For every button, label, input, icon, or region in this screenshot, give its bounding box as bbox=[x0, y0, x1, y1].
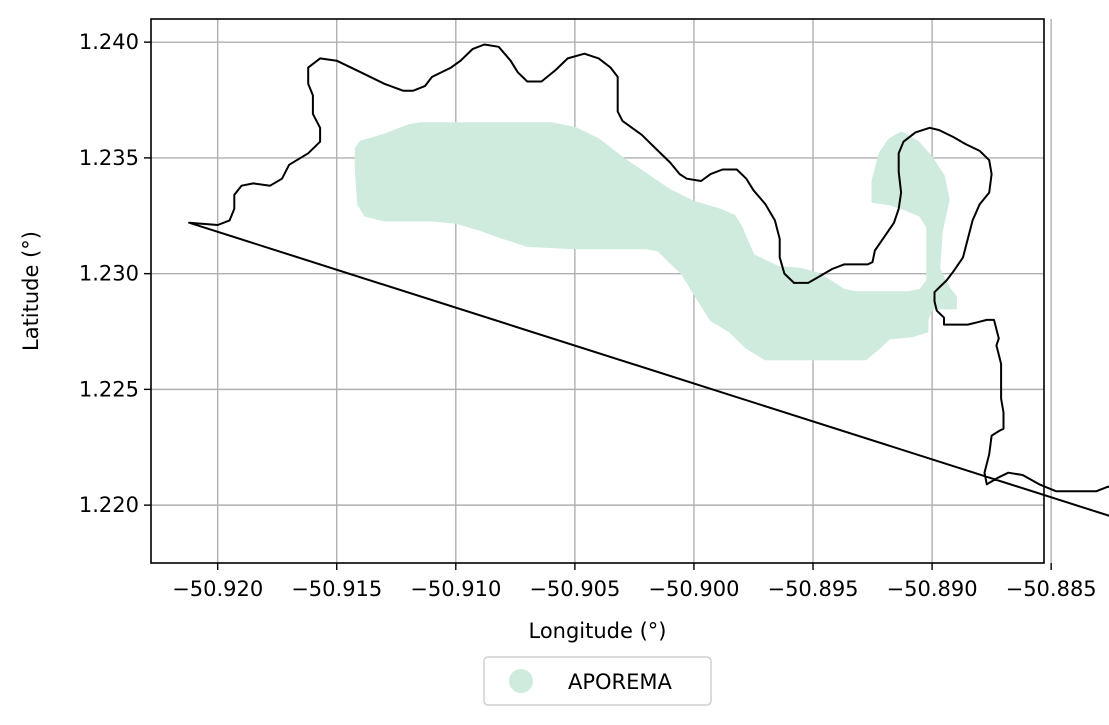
aporema-area bbox=[354, 122, 957, 361]
x-tick-label-0: −50.920 bbox=[172, 577, 263, 601]
map-layers bbox=[188, 43, 1109, 517]
x-tick-label-4: −50.900 bbox=[648, 577, 739, 601]
x-tick-label-5: −50.895 bbox=[767, 577, 858, 601]
legend: APOREMA bbox=[483, 656, 712, 706]
legend-marker-aporema bbox=[509, 669, 533, 693]
x-axis-ticks: −50.920 −50.915 −50.910 −50.905 −50.900 −50.8… bbox=[172, 563, 1097, 601]
y-axis-ticks: 1.220 1.225 1.230 1.235 1.240 bbox=[79, 30, 151, 517]
y-tick-label-1: 1.225 bbox=[79, 377, 139, 401]
x-tick-label-3: −50.905 bbox=[529, 577, 620, 601]
x-tick-label-7: −50.885 bbox=[1006, 577, 1097, 601]
plot-frame bbox=[150, 18, 1045, 564]
y-tick-label-3: 1.235 bbox=[79, 146, 139, 170]
y-tick-label-2: 1.230 bbox=[79, 262, 139, 286]
boundary-outline bbox=[188, 43, 1109, 517]
x-tick-label-6: −50.890 bbox=[887, 577, 978, 601]
y-tick-label-0: 1.220 bbox=[79, 493, 139, 517]
y-tick-label-4: 1.240 bbox=[79, 30, 139, 54]
x-tick-label-1: −50.915 bbox=[291, 577, 382, 601]
legend-box bbox=[483, 656, 712, 706]
x-axis-label: Longitude (°) bbox=[528, 619, 666, 643]
legend-label-aporema: APOREMA bbox=[568, 670, 673, 694]
x-tick-label-2: −50.910 bbox=[410, 577, 501, 601]
y-axis-label: Latitude (°) bbox=[19, 231, 43, 351]
